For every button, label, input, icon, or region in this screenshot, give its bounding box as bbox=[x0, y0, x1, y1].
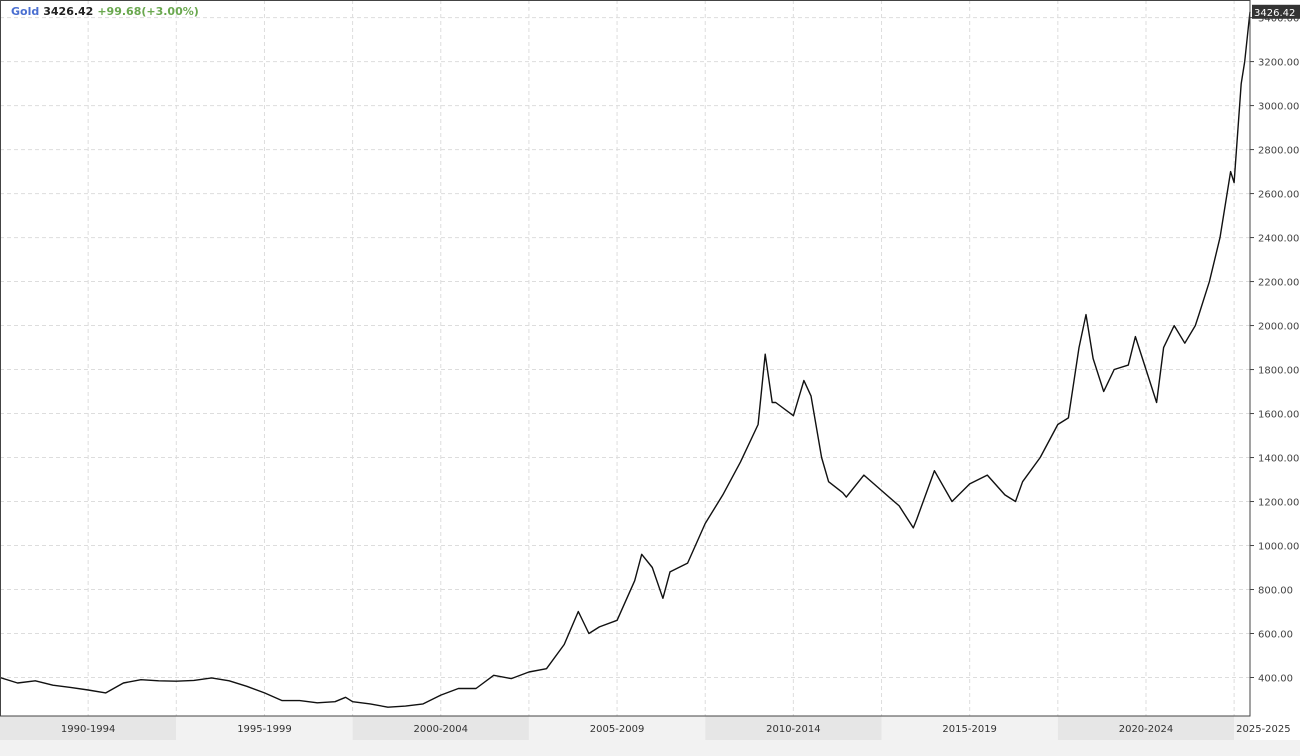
y-tick-label: 1200.00 bbox=[1258, 498, 1299, 509]
legend-price: 3426.42 bbox=[43, 5, 94, 18]
y-tick-label: 600.00 bbox=[1258, 630, 1293, 641]
y-tick-label: 2800.00 bbox=[1258, 146, 1299, 157]
y-axis: 400.00 600.00 800.00 1000.00 1200.00 1400.00 1… bbox=[1250, 14, 1299, 685]
y-tick-label: 2600.00 bbox=[1258, 190, 1299, 201]
x-tick-label: 2010-2014 bbox=[766, 724, 821, 735]
x-axis-period-bands: 1990-1994 1995-1999 2000-2004 2005-2009 2010… bbox=[0, 716, 1300, 756]
x-tick-label: 2005-2009 bbox=[590, 724, 645, 735]
x-period-band bbox=[705, 716, 882, 740]
axis-footer bbox=[0, 740, 1300, 756]
y-tick-label: 400.00 bbox=[1258, 674, 1293, 685]
y-tick-label: 2000.00 bbox=[1258, 322, 1299, 333]
x-tick-label: 2025-2025 bbox=[1236, 724, 1291, 735]
x-tick-label: 1995-1999 bbox=[237, 724, 292, 735]
y-tick-label: 1600.00 bbox=[1258, 410, 1299, 421]
y-tick-label: 1400.00 bbox=[1258, 454, 1299, 465]
last-price-marker: 3426.42 bbox=[1252, 4, 1300, 19]
grid-lines bbox=[0, 0, 1250, 716]
x-period-band bbox=[352, 716, 529, 740]
last-price-label: 3426.42 bbox=[1254, 8, 1295, 19]
x-tick-label: 1990-1994 bbox=[61, 724, 116, 735]
legend-symbol: Gold bbox=[11, 5, 40, 18]
y-tick-label: 1000.00 bbox=[1258, 542, 1299, 553]
y-tick-label: 3200.00 bbox=[1258, 58, 1299, 69]
y-tick-label: 3400.00 bbox=[1258, 14, 1299, 25]
y-tick-label: 2200.00 bbox=[1258, 278, 1299, 289]
x-tick-label: 2000-2004 bbox=[414, 724, 469, 735]
legend: Gold 3426.42 +99.68(+3.00%) bbox=[11, 5, 203, 18]
x-period-band bbox=[881, 716, 1058, 740]
x-period-band bbox=[528, 716, 706, 740]
x-period-band bbox=[0, 716, 177, 740]
y-tick-label: 1800.00 bbox=[1258, 366, 1299, 377]
y-tick-label: 2400.00 bbox=[1258, 234, 1299, 245]
last-price-badge bbox=[1252, 4, 1300, 19]
x-period-band bbox=[176, 716, 353, 740]
y-tick-label: 800.00 bbox=[1258, 586, 1293, 597]
x-tick-label: 2015-2019 bbox=[942, 724, 997, 735]
series-group bbox=[0, 11, 1251, 708]
x-period-band bbox=[1057, 716, 1235, 740]
legend-change: +99.68(+3.00%) bbox=[97, 5, 199, 18]
y-tick-label: 3000.00 bbox=[1258, 102, 1299, 113]
plot-frame bbox=[0, 0, 1251, 717]
series-line-gold bbox=[0, 11, 1251, 708]
x-tick-label: 2020-2024 bbox=[1119, 724, 1174, 735]
x-period-band bbox=[1234, 716, 1250, 740]
